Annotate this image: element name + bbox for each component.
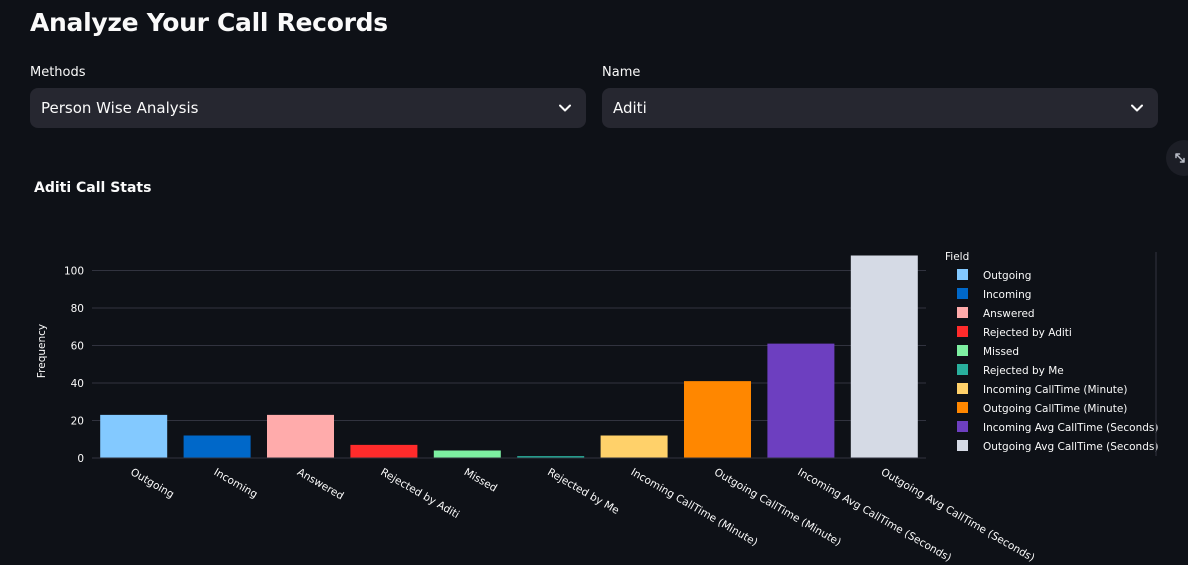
legend-label: Outgoing Avg CallTime (Seconds): [983, 441, 1158, 453]
x-tick-label: Incoming: [212, 466, 260, 501]
legend-label: Answered: [983, 308, 1035, 320]
methods-select[interactable]: Person Wise Analysis: [30, 88, 586, 128]
fullscreen-button[interactable]: [1166, 140, 1188, 176]
y-tick-label: 80: [71, 303, 84, 315]
chevron-down-icon: [558, 101, 572, 115]
x-tick-label: Answered: [295, 466, 346, 502]
bar-chart: 0 20 40 60 80 100 Frequency Outgoing Incoming Ans…: [36, 251, 1158, 564]
legend-swatch: [957, 440, 968, 451]
y-tick-label: 40: [71, 378, 84, 390]
y-axis-label: Frequency: [36, 324, 48, 378]
legend-swatch: [957, 345, 968, 356]
legend-label: Incoming: [983, 289, 1031, 301]
x-tick-label: Outgoing Avg CallTime (Seconds): [879, 466, 1037, 564]
legend-label: Missed: [983, 346, 1019, 358]
legend-swatch: [957, 364, 968, 375]
legend-swatch: [957, 326, 968, 337]
bar: [267, 414, 334, 458]
bar: [850, 255, 918, 458]
legend-title: Field: [945, 251, 969, 263]
bar: [517, 456, 585, 458]
x-tick-label: Rejected by Aditi: [378, 466, 461, 521]
legend-label: Rejected by Aditi: [983, 327, 1072, 339]
name-label: Name: [602, 65, 641, 80]
methods-select-value: Person Wise Analysis: [41, 99, 199, 117]
y-tick-label: 20: [71, 416, 84, 428]
x-tick-label: Outgoing: [128, 466, 176, 501]
x-tick-label: Incoming Avg CallTime (Seconds): [795, 466, 953, 564]
bar: [684, 381, 751, 458]
bar: [183, 435, 251, 458]
methods-label: Methods: [30, 65, 86, 80]
expand-icon: [1174, 149, 1186, 168]
bar: [600, 435, 668, 458]
chevron-down-icon: [1130, 101, 1144, 115]
chart-title: Aditi Call Stats: [34, 180, 152, 196]
legend-swatch: [957, 269, 968, 280]
bar: [350, 444, 418, 458]
bar: [767, 343, 835, 458]
legend-label: Outgoing: [983, 270, 1031, 282]
name-select-value: Aditi: [613, 99, 647, 117]
legend-label: Rejected by Me: [983, 365, 1064, 377]
bar: [100, 414, 168, 458]
x-tick-label: Rejected by Me: [545, 466, 621, 517]
legend-swatch: [957, 421, 968, 432]
y-tick-label: 60: [71, 341, 84, 353]
y-tick-label: 100: [64, 266, 84, 278]
legend-swatch: [957, 383, 968, 394]
legend-swatch: [957, 402, 968, 413]
legend-swatch: [957, 307, 968, 318]
legend-label: Incoming Avg CallTime (Seconds): [983, 422, 1158, 434]
name-select[interactable]: Aditi: [602, 88, 1158, 128]
bar: [433, 450, 501, 458]
page-title: Analyze Your Call Records: [30, 8, 388, 37]
x-tick-label: Missed: [462, 466, 499, 494]
legend-label: Incoming CallTime (Minute): [983, 384, 1127, 396]
legend-label: Outgoing CallTime (Minute): [983, 403, 1127, 415]
y-tick-label: 0: [77, 453, 84, 465]
legend-swatch: [957, 288, 968, 299]
